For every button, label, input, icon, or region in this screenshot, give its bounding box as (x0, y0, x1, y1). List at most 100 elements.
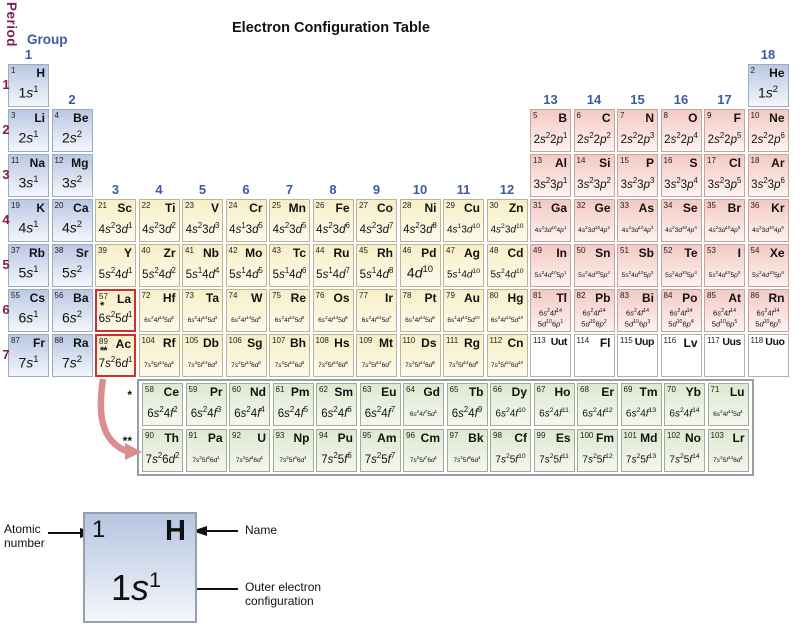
lanthanide-marker: * (127, 388, 132, 402)
electron-config: 7s25f6 (321, 451, 352, 466)
electron-config: 3s23p5 (707, 176, 742, 191)
atomic-number: 13 (533, 156, 542, 165)
electron-config: 5s24d2 (142, 266, 176, 281)
atomic-number: 81 (533, 291, 542, 300)
element-cell-Es: 99 Es 7s25f11 (533, 429, 575, 472)
electron-config: 5s24d105p4 (665, 269, 697, 279)
electron-config: 6s24f14 5d106p6 (755, 308, 781, 329)
element-symbol: Pu (337, 431, 353, 445)
element-cell-Li: 3 Li 2s1 (8, 109, 49, 152)
element-symbol: Cm (420, 431, 440, 445)
element-symbol: Ir (384, 291, 393, 305)
electron-config: 5s24d105p3 (621, 269, 654, 279)
element-symbol: Gd (423, 385, 440, 399)
element-cell-Ce: 58 Ce 6s24f2 (142, 383, 183, 426)
electron-config: 7s25f76d1 (409, 454, 438, 464)
atomic-number: 98 (493, 431, 502, 440)
element-cell-W: 74 W 6s24f145d4 (225, 289, 267, 332)
legend-example-cell: 1 H 1s1 (83, 512, 197, 623)
period-label-2: 2 (2, 122, 10, 137)
element-cell-Bk: 97 Bk 7s25f86d1 (446, 429, 488, 472)
electron-config: 1s1 (18, 84, 39, 101)
element-cell-Np: 93 Np 7s25f46d1 (272, 429, 314, 472)
element-symbol: Se (682, 201, 698, 215)
element-symbol: Er (601, 385, 614, 399)
element-symbol: Uuo (765, 336, 785, 348)
electron-config: 4s13d10 (446, 222, 481, 235)
element-symbol: Bk (468, 431, 484, 445)
atomic-number: 118 (750, 336, 764, 345)
element-cell-S: 16 S 3s23p4 (660, 154, 702, 197)
atomic-number: 47 (446, 246, 455, 255)
element-symbol: K (36, 201, 45, 215)
element-symbol: Bi (642, 291, 654, 305)
element-symbol: Te (684, 246, 698, 260)
element-cell-Bh: 107 Bh 7s25f146d5 (269, 334, 310, 377)
element-cell-Cu: 29 Cu 4s13d10 (443, 199, 484, 242)
group-label-11: 11 (456, 182, 471, 197)
atomic-number: 87 (11, 336, 20, 345)
atomic-number: 35 (707, 201, 716, 210)
element-cell-Bi: 83 Bi 6s24f14 5d106p3 (617, 289, 658, 332)
element-symbol: Hf (162, 291, 176, 305)
element-cell-He: 2 He 1s2 (747, 64, 789, 107)
element-symbol: Uut (550, 336, 568, 348)
element-cell-As: 33 As 4s23d104p3 (617, 199, 658, 242)
atomic-number: 57 (99, 292, 108, 301)
electron-config: 4s23d104p6 (752, 224, 784, 234)
element-symbol: Cf (514, 431, 527, 445)
atomic-number: 102 (667, 431, 681, 440)
atomic-number: 43 (272, 246, 281, 255)
element-cell-Cl: 17 Cl 3s23p5 (704, 154, 745, 197)
group-label-17: 17 (717, 92, 732, 107)
element-symbol: Es (555, 431, 571, 445)
element-symbol: Ba (73, 291, 89, 305)
electron-config: 6s24f14 5d106p2 (581, 308, 607, 329)
element-cell-Md: 101 Md 7s25f13 (620, 429, 662, 472)
element-symbol: Xe (769, 246, 785, 260)
electron-config: 6s24f12 (582, 406, 613, 419)
element-symbol: Rf (162, 336, 176, 350)
electron-config: 2s1 (18, 129, 39, 146)
element-symbol: Bh (290, 336, 306, 350)
atomic-number: 45 (359, 246, 368, 255)
atomic-number: 23 (185, 201, 194, 210)
element-cell-Ne: 10 Ne 2s22p6 (747, 109, 789, 152)
atomic-number: 9 (707, 111, 712, 120)
electron-config: 6s24f10 (495, 406, 526, 419)
element-symbol: Uus (722, 336, 741, 348)
element-cell-Tm: 69 Tm 6s24f13 (620, 383, 662, 426)
element-cell-Ds: 110 Ds 7s25f146d8 (399, 334, 441, 377)
atomic-number: 56 (54, 291, 64, 300)
electron-config: 6s24f145d10 (490, 314, 524, 324)
element-cell-Dy: 66 Dy 6s24f10 (490, 383, 531, 426)
electron-config: 1s2 (757, 84, 779, 101)
element-cell-K: 19 K 4s1 (8, 199, 49, 242)
element-cell-Pr: 59 Pr 6s24f3 (185, 383, 227, 426)
footnote-marker: * (100, 300, 104, 312)
electron-config: 7s2 (61, 354, 83, 371)
atomic-number: 8 (663, 111, 668, 120)
element-cell-Be: 4 Be 2s2 (51, 109, 93, 152)
group-label-12: 12 (499, 182, 515, 197)
atomic-number: 53 (707, 246, 716, 255)
electron-config: 6s1 (18, 309, 39, 326)
atomic-number: 107 (272, 336, 286, 345)
atomic-number: 30 (489, 201, 499, 210)
element-cell-Sr: 38 Sr 5s2 (51, 244, 93, 287)
electron-config: 7s25f11 (539, 452, 569, 465)
element-symbol: As (638, 201, 654, 215)
element-cell-Rf: 104 Rf 7s25f146d2 (138, 334, 180, 377)
element-cell-N: 7 N 2s22p3 (617, 109, 658, 152)
atomic-number: 114 (576, 336, 590, 345)
element-symbol: Rg (464, 336, 480, 350)
element-cell-Th: 90 Th 7s26d2 (142, 429, 183, 472)
element-cell-Am: 95 Am 7s25f7 (359, 429, 401, 472)
element-cell-At: 85 At 6s24f14 5d106p5 (704, 289, 745, 332)
group-label-2: 2 (68, 92, 76, 107)
element-symbol: Tb (468, 385, 484, 399)
atomic-number: 63 (362, 385, 372, 394)
element-cell-I: 53 I 5s24d105p5 (704, 244, 745, 287)
element-cell-F: 9 F 2s22p5 (704, 109, 745, 152)
element-symbol: W (251, 291, 263, 305)
